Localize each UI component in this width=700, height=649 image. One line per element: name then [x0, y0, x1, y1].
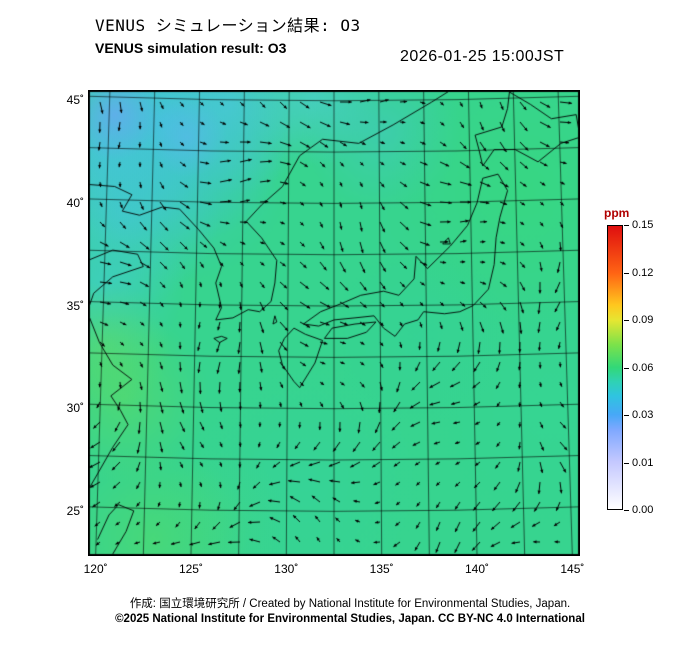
colorbar-tick-mark — [624, 272, 629, 274]
colorbar-tick-mark — [624, 320, 629, 321]
title-english: VENUS simulation result: O3 — [95, 40, 287, 56]
colorbar-tick-label: 0.03 — [632, 409, 654, 421]
longitude-tick-label: 120˚ — [83, 562, 108, 576]
colorbar-tick-mark — [624, 225, 629, 226]
latitude-tick-label: 30˚ — [66, 401, 84, 416]
colorbar — [607, 225, 623, 510]
colorbar-tick-label: 0.00 — [632, 504, 654, 516]
simulation-map-canvas — [88, 90, 580, 556]
latitude-tick-label: 35˚ — [66, 298, 84, 313]
copyright-line: ©2025 National Institute for Environment… — [115, 613, 585, 625]
timestamp-label: 2026-01-25 15:00JST — [400, 48, 565, 65]
longitude-tick-label: 125˚ — [178, 562, 203, 576]
map-plot-area — [88, 90, 580, 556]
longitude-tick-label: 130˚ — [274, 562, 299, 576]
colorbar-tick-mark — [624, 510, 629, 511]
colorbar-tick-mark — [624, 415, 629, 416]
colorbar-tick-label: 0.01 — [632, 456, 654, 469]
credit-line: 作成: 国立環境研究所 / Created by National Instit… — [129, 598, 571, 610]
colorbar-tick-label: 0.09 — [632, 314, 654, 326]
colorbar-tick-label: 0.15 — [632, 219, 654, 231]
latitude-tick-label: 40˚ — [66, 195, 84, 210]
longitude-tick-label: 135˚ — [369, 562, 394, 576]
colorbar-tick-mark — [624, 462, 629, 464]
latitude-tick-label: 45˚ — [66, 93, 84, 108]
colorbar-tick-mark — [624, 367, 629, 369]
colorbar-tick-label: 0.06 — [632, 361, 654, 374]
longitude-tick-label: 140˚ — [465, 562, 490, 576]
latitude-tick-label: 25˚ — [66, 503, 84, 518]
title-japanese: VENUS シミュレーション結果: O3 — [95, 16, 361, 35]
colorbar-unit-label: ppm — [604, 206, 630, 220]
longitude-tick-label: 145˚ — [560, 562, 585, 576]
colorbar-tick-label: 0.12 — [632, 266, 654, 279]
